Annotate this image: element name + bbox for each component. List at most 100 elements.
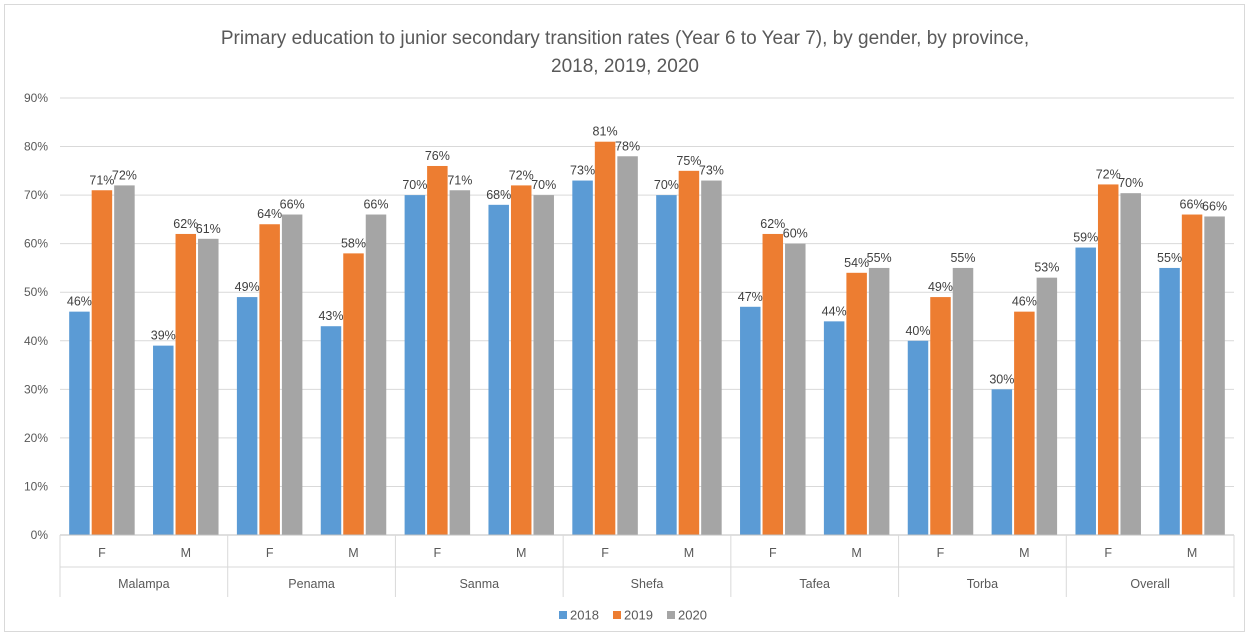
x-tick-label: F xyxy=(98,546,106,560)
bar-2019 xyxy=(91,190,113,535)
data-label: 60% xyxy=(783,227,808,241)
x-tick-label: M xyxy=(348,546,358,560)
data-label: 55% xyxy=(867,251,892,265)
data-label: 55% xyxy=(1157,251,1182,265)
data-label: 61% xyxy=(196,222,221,236)
bar-2018 xyxy=(740,306,761,535)
y-tick-label: 90% xyxy=(24,91,48,105)
data-label: 76% xyxy=(425,149,450,163)
y-axis: 0% 10% 20% 30% 40% 50% 60% 70% 80% 90% xyxy=(24,91,48,542)
bar-2018 xyxy=(320,326,342,535)
y-tick-label: 30% xyxy=(24,382,48,396)
bar-2019 xyxy=(762,233,784,535)
bar-2019 xyxy=(1014,311,1035,535)
data-label: 70% xyxy=(1118,176,1143,190)
data-label: 72% xyxy=(1096,167,1121,181)
data-label: 70% xyxy=(402,178,427,192)
bar-2020 xyxy=(868,267,890,535)
data-label: 62% xyxy=(173,217,198,231)
data-label: 54% xyxy=(844,256,869,270)
x-axis: F M F M F M F M F M F M F M Malampa Penama Sanma Shefa Taf… xyxy=(59,534,1235,597)
chart-title: Primary education to junior secondary tr… xyxy=(221,28,1029,49)
legend-label: 2019 xyxy=(624,608,653,623)
data-label: 75% xyxy=(676,154,701,168)
data-label: 46% xyxy=(1012,295,1037,309)
x-group-label: Shefa xyxy=(631,577,664,591)
x-tick-label: M xyxy=(684,546,694,560)
data-label: 66% xyxy=(363,198,388,212)
data-label: 62% xyxy=(760,217,785,231)
data-label: 64% xyxy=(257,207,282,221)
x-group-label: Tafea xyxy=(799,577,830,591)
bars xyxy=(69,141,1225,536)
x-tick-label: M xyxy=(1187,546,1197,560)
data-label: 73% xyxy=(570,164,595,178)
x-group-label: Malampa xyxy=(118,577,169,591)
y-tick-label: 0% xyxy=(31,528,49,542)
x-group-label: Sanma xyxy=(459,577,499,591)
bar-2020 xyxy=(1036,277,1058,535)
data-label: 66% xyxy=(280,198,305,212)
bar-2018 xyxy=(1159,267,1180,535)
bar-2020 xyxy=(617,156,638,535)
y-tick-label: 60% xyxy=(24,237,48,251)
data-label: 43% xyxy=(318,309,343,323)
bar-2018 xyxy=(404,195,426,535)
y-tick-label: 10% xyxy=(24,479,48,493)
data-label: 81% xyxy=(593,125,618,139)
x-tick-label: F xyxy=(937,546,945,560)
data-label: 71% xyxy=(89,173,114,187)
y-tick-label: 50% xyxy=(24,285,48,299)
bar-2020 xyxy=(952,267,974,535)
data-label: 59% xyxy=(1073,231,1098,245)
bar-2018 xyxy=(236,297,258,535)
data-labels: 46% 39% 49% 43% 70% 68% 73% 70% 47% 44% 40% 30% 59% 5… xyxy=(67,125,1227,387)
bar-2020 xyxy=(114,185,135,535)
data-label: 30% xyxy=(989,372,1014,386)
bar-2019 xyxy=(846,272,867,535)
legend: 2018 2019 2020 xyxy=(559,608,707,623)
bar-2018 xyxy=(823,321,845,535)
data-label: 66% xyxy=(1202,199,1227,213)
bar-2019 xyxy=(510,185,532,535)
bar-2020 xyxy=(1204,216,1225,535)
bar-2020 xyxy=(365,214,387,536)
legend-label: 2020 xyxy=(678,608,707,623)
bar-2019 xyxy=(343,253,364,535)
gridlines xyxy=(60,97,1234,536)
bar-2020 xyxy=(785,243,806,535)
data-label: 72% xyxy=(509,168,534,182)
data-label: 55% xyxy=(950,251,975,265)
data-label: 49% xyxy=(928,280,953,294)
data-label: 70% xyxy=(654,178,679,192)
data-label: 73% xyxy=(699,164,724,178)
y-tick-label: 80% xyxy=(24,140,48,154)
bar-2018 xyxy=(153,345,174,535)
bar-2019 xyxy=(1181,214,1203,536)
data-label: 47% xyxy=(738,290,763,304)
bar-2020 xyxy=(1120,193,1141,535)
x-tick-label: F xyxy=(601,546,609,560)
data-label: 44% xyxy=(822,304,847,318)
data-label: 53% xyxy=(1034,261,1059,275)
bar-2018 xyxy=(656,195,677,535)
legend-swatch-2020 xyxy=(667,611,675,619)
bar-2020 xyxy=(449,190,471,535)
bar-2020 xyxy=(198,238,219,536)
x-group-label: Penama xyxy=(288,577,335,591)
data-label: 68% xyxy=(486,188,511,202)
x-group-label: Overall xyxy=(1130,577,1170,591)
bar-2018 xyxy=(488,204,509,536)
x-tick-label: F xyxy=(1104,546,1112,560)
legend-swatch-2019 xyxy=(613,611,621,619)
bar-2019 xyxy=(259,224,280,535)
legend-label: 2018 xyxy=(570,608,599,623)
bar-2019 xyxy=(427,165,448,535)
y-tick-label: 70% xyxy=(24,188,48,202)
bar-2018 xyxy=(572,180,593,536)
bar-2018 xyxy=(907,340,929,535)
bar-2020 xyxy=(281,214,303,536)
data-label: 70% xyxy=(531,178,556,192)
y-tick-label: 20% xyxy=(24,431,48,445)
legend-swatch-2018 xyxy=(559,611,567,619)
